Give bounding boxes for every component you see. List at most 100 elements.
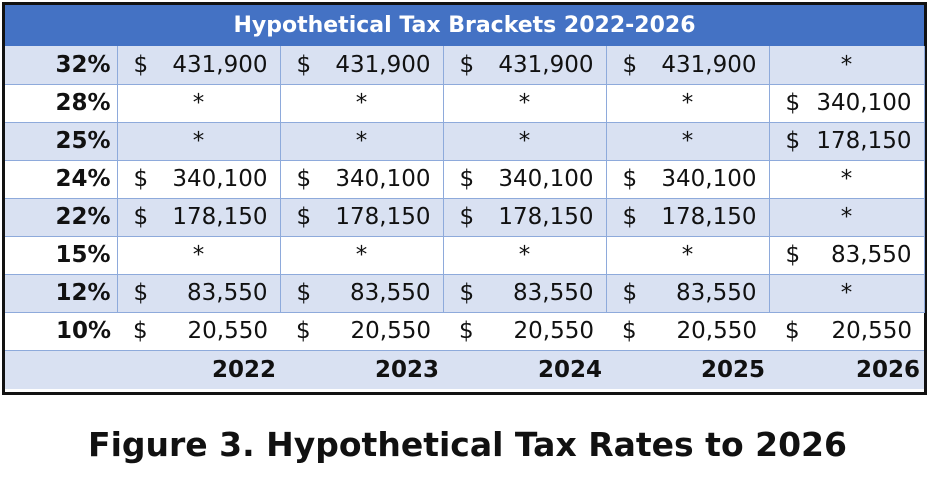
no-bracket-marker: * (192, 90, 205, 116)
currency-symbol: $ (785, 242, 801, 268)
rate-label: 24% (5, 159, 118, 199)
bracket-row: 24% $340,100 $340,100 $340,100 $340,100 * (5, 159, 925, 199)
bracket-value-cell: $178,150 (117, 198, 281, 236)
threshold-amount: 340,100 (498, 166, 594, 192)
no-bracket-marker: * (518, 90, 531, 116)
threshold-amount: 20,550 (350, 318, 431, 344)
bracket-value-cell: $83,550 (280, 274, 444, 312)
bracket-value-cell: * (443, 235, 607, 275)
threshold-amount: 20,550 (676, 318, 757, 344)
currency-symbol: $ (459, 280, 475, 306)
no-bracket-marker: * (681, 90, 694, 116)
currency-symbol: $ (133, 204, 149, 230)
no-bracket-marker: * (518, 242, 531, 268)
bracket-row: 12% $83,550 $83,550 $83,550 $83,550 * (5, 274, 925, 312)
bracket-value-cell: $340,100 (117, 159, 281, 199)
bracket-value-cell: * (280, 83, 444, 123)
bracket-value-cell: * (769, 46, 925, 84)
currency-symbol: $ (785, 318, 800, 344)
currency-symbol: $ (459, 204, 475, 230)
no-bracket-marker: * (840, 51, 853, 78)
no-bracket-marker: * (840, 280, 853, 306)
rate-label: 28% (5, 83, 118, 123)
bracket-value-cell: $340,100 (280, 159, 444, 199)
bracket-row: 10% $20,550 $20,550 $20,550 $20,550 $20,550 (5, 311, 924, 351)
currency-symbol: $ (133, 318, 148, 344)
no-bracket-marker: * (518, 128, 531, 154)
bracket-value-cell: $20,550 (443, 311, 606, 351)
tax-bracket-table: 32% $431,900 $431,900 $431,900 $431,900 * 28% *… (5, 46, 925, 389)
currency-symbol: $ (133, 51, 149, 78)
currency-symbol: $ (133, 280, 149, 306)
threshold-amount: 340,100 (661, 166, 757, 192)
year-label: 2022 (117, 349, 280, 389)
bracket-value-cell: $20,550 (280, 311, 443, 351)
bracket-value-cell: $83,550 (769, 235, 925, 275)
year-label: 2023 (280, 349, 443, 389)
bracket-value-cell: $83,550 (443, 274, 607, 312)
currency-symbol: $ (296, 318, 311, 344)
bracket-value-cell: * (606, 122, 770, 160)
bracket-value-cell: $83,550 (606, 274, 770, 312)
bracket-value-cell: $20,550 (117, 311, 280, 351)
currency-symbol: $ (459, 166, 475, 192)
no-bracket-marker: * (192, 242, 205, 268)
bracket-value-cell: $20,550 (769, 311, 924, 351)
bracket-value-cell: $178,150 (769, 122, 925, 160)
no-bracket-marker: * (840, 204, 853, 230)
currency-symbol: $ (459, 318, 474, 344)
bracket-row: 32% $431,900 $431,900 $431,900 $431,900 * (5, 46, 925, 84)
threshold-amount: 83,550 (831, 242, 912, 268)
bracket-value-cell: * (443, 122, 607, 160)
no-bracket-marker: * (192, 128, 205, 154)
currency-symbol: $ (785, 128, 801, 154)
bracket-value-cell: * (443, 83, 607, 123)
bracket-value-cell: $178,150 (280, 198, 444, 236)
no-bracket-marker: * (840, 166, 853, 192)
figure-caption: Figure 3. Hypothetical Tax Rates to 2026 (88, 425, 847, 464)
threshold-amount: 20,550 (187, 318, 268, 344)
currency-symbol: $ (296, 166, 312, 192)
rate-label: 32% (5, 46, 118, 84)
currency-symbol: $ (296, 51, 312, 78)
bracket-value-cell: $178,150 (606, 198, 770, 236)
threshold-amount: 178,150 (335, 204, 431, 230)
threshold-amount: 431,900 (335, 51, 431, 78)
bracket-row: 28% * * * * $340,100 (5, 83, 925, 123)
bracket-value-cell: * (606, 235, 770, 275)
bracket-value-cell: * (117, 83, 281, 123)
bracket-value-cell: $340,100 (606, 159, 770, 199)
bracket-value-cell: $178,150 (443, 198, 607, 236)
no-bracket-marker: * (681, 242, 694, 268)
bracket-row: 22% $178,150 $178,150 $178,150 $178,150 * (5, 198, 925, 236)
year-label: 2024 (443, 349, 606, 389)
threshold-amount: 83,550 (350, 280, 431, 306)
currency-symbol: $ (622, 166, 638, 192)
threshold-amount: 178,150 (498, 204, 594, 230)
no-bracket-marker: * (681, 128, 694, 154)
bracket-value-cell: $431,900 (443, 46, 607, 84)
bracket-value-cell: $83,550 (117, 274, 281, 312)
threshold-amount: 178,150 (661, 204, 757, 230)
threshold-amount: 83,550 (676, 280, 757, 306)
threshold-amount: 340,100 (335, 166, 431, 192)
currency-symbol: $ (622, 280, 638, 306)
bracket-value-cell: * (606, 83, 770, 123)
table-title: Hypothetical Tax Brackets 2022-2026 (5, 5, 924, 46)
bracket-value-cell: * (769, 198, 925, 236)
rate-label: 10% (5, 311, 117, 351)
currency-symbol: $ (622, 318, 637, 344)
threshold-amount: 83,550 (187, 280, 268, 306)
rate-label: 22% (5, 198, 118, 236)
year-label: 2025 (606, 349, 769, 389)
bracket-row: 15% * * * * $83,550 (5, 235, 925, 275)
threshold-amount: 20,550 (513, 318, 594, 344)
currency-symbol: $ (296, 280, 312, 306)
rate-label: 15% (5, 235, 118, 275)
currency-symbol: $ (133, 166, 149, 192)
bracket-value-cell: $20,550 (606, 311, 769, 351)
no-bracket-marker: * (355, 242, 368, 268)
bracket-value-cell: * (280, 122, 444, 160)
bracket-value-cell: $431,900 (117, 46, 281, 84)
bracket-value-cell: $340,100 (769, 83, 925, 123)
